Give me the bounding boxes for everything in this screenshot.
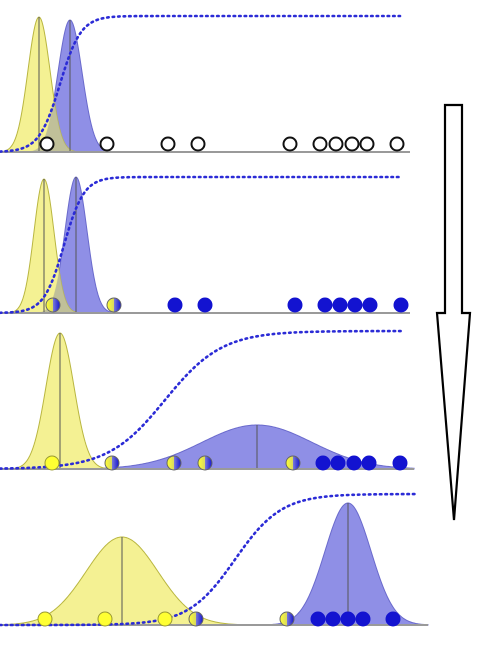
data-point (361, 455, 377, 471)
data-point (330, 455, 346, 471)
data-point (346, 455, 362, 471)
data-point (39, 136, 55, 152)
data-point (287, 297, 303, 313)
panel-1 (0, 14, 410, 153)
data-point (392, 455, 408, 471)
data-point (190, 136, 206, 152)
data-point (44, 455, 60, 471)
data-point (97, 611, 113, 627)
data-point (315, 455, 331, 471)
data-point (355, 611, 371, 627)
data-point (332, 297, 348, 313)
data-point (285, 455, 301, 471)
data-point (312, 136, 328, 152)
data-point (310, 611, 326, 627)
data-point (282, 136, 298, 152)
down-arrow-shape (435, 103, 472, 521)
data-point (317, 297, 333, 313)
down-arrow-icon (435, 103, 472, 521)
data-point (389, 136, 405, 152)
data-point (197, 297, 213, 313)
data-point (37, 611, 53, 627)
data-point (347, 297, 363, 313)
data-point (166, 455, 182, 471)
data-point (385, 611, 401, 627)
panel-2 (0, 175, 410, 315)
sigmoid-curve (0, 175, 402, 315)
data-point (325, 611, 341, 627)
panels (0, 14, 429, 627)
data-point (328, 136, 344, 152)
data-point (279, 611, 295, 627)
data-point (45, 297, 61, 313)
sigmoid-curve (0, 14, 402, 153)
data-point (359, 136, 375, 152)
data-point (157, 611, 173, 627)
data-point (362, 297, 378, 313)
data-point (106, 297, 122, 313)
sigmoid-curve (0, 329, 406, 470)
data-point (393, 297, 409, 313)
overlap-region (0, 179, 410, 313)
data-point (160, 136, 176, 152)
blue-distribution (0, 19, 410, 153)
data-point (188, 611, 204, 627)
data-point (99, 136, 115, 152)
data-point (344, 136, 360, 152)
data-point (167, 297, 183, 313)
panel-3 (0, 329, 415, 471)
data-point (104, 455, 120, 471)
panel-4 (0, 492, 429, 627)
sigmoid-curve (0, 492, 420, 627)
data-point (340, 611, 356, 627)
data-point (197, 455, 213, 471)
